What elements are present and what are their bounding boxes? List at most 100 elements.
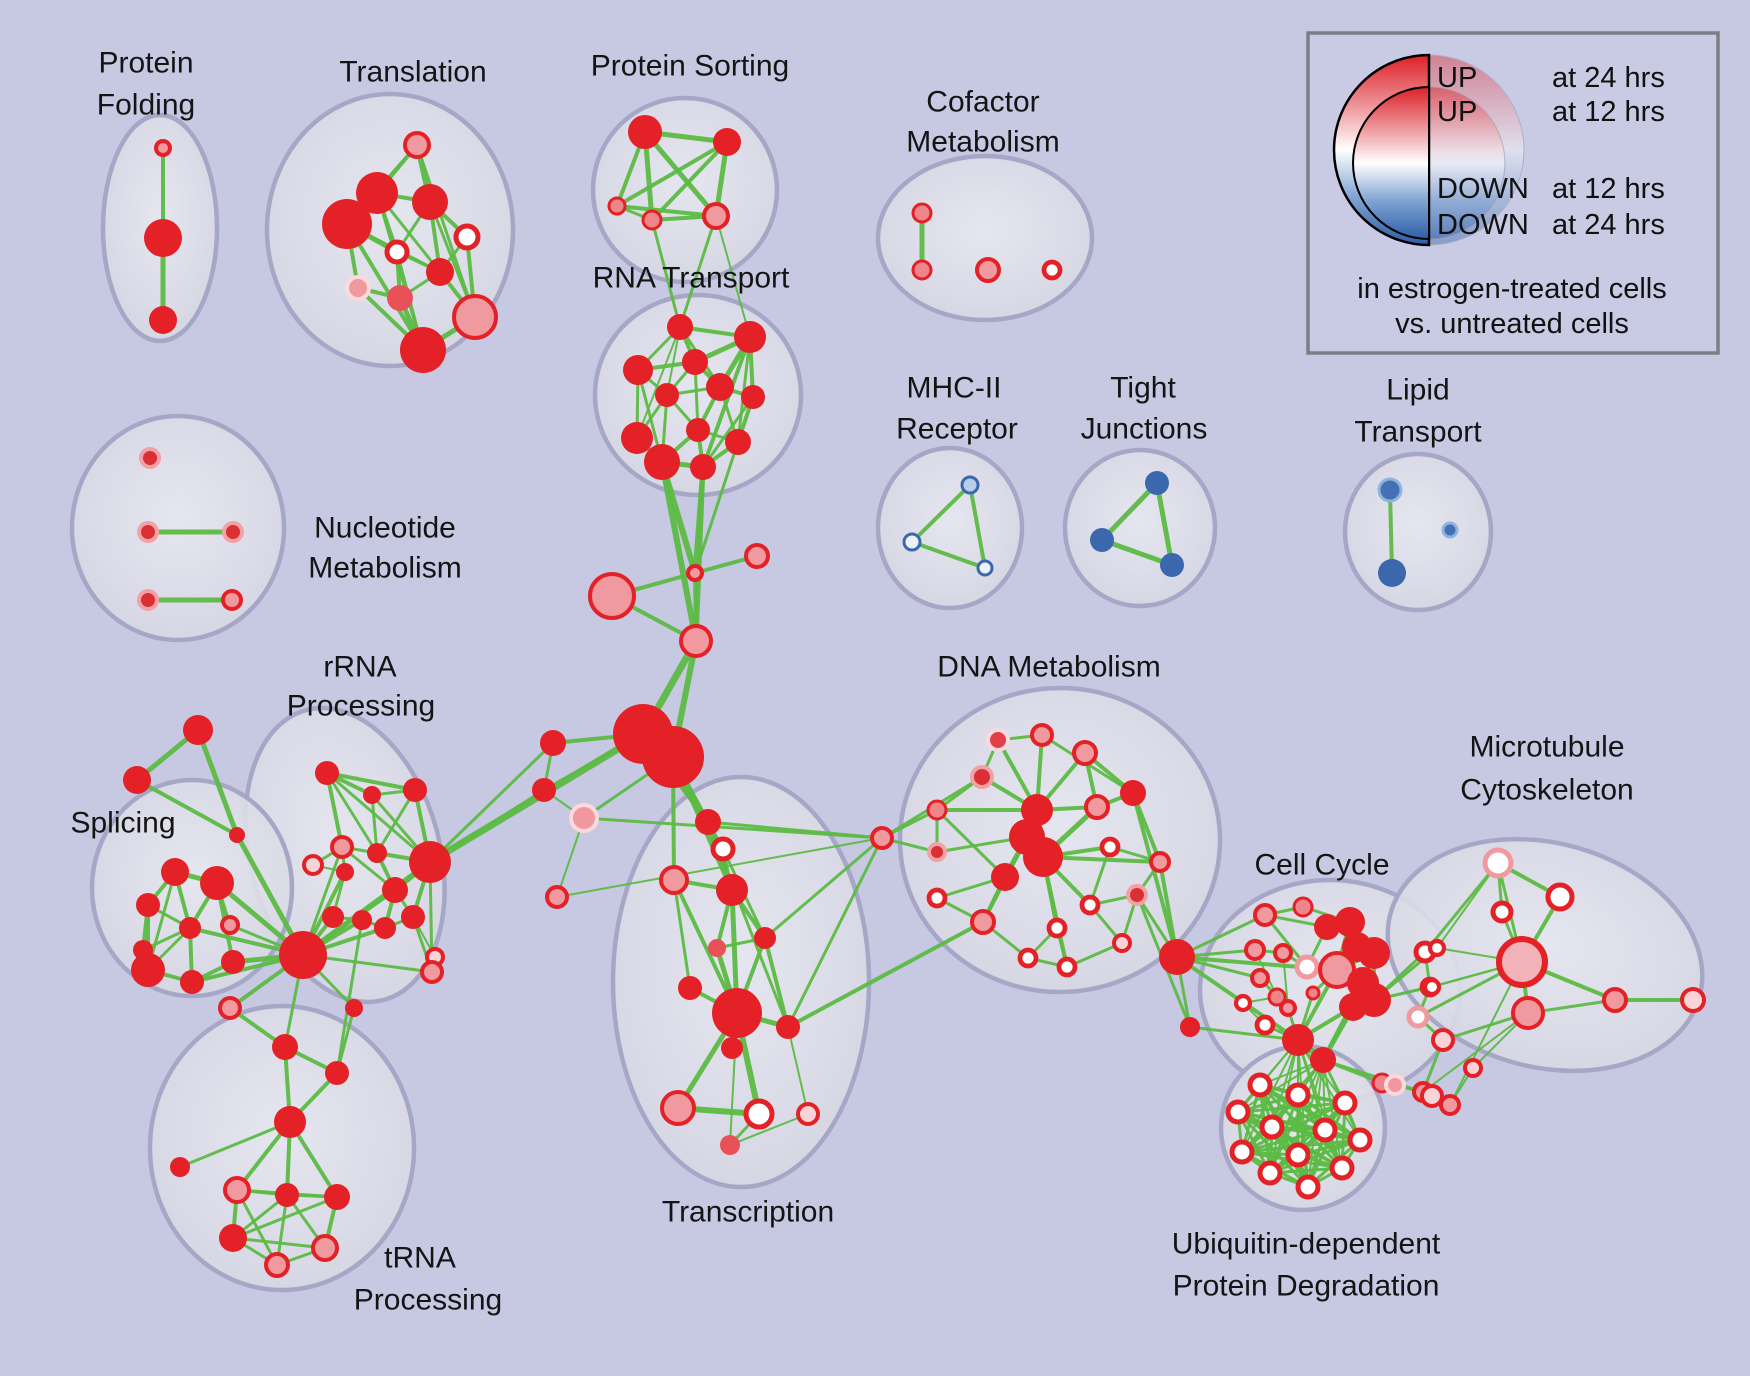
cluster-ellipse-protein-sorting: [590, 95, 780, 285]
legend-caption-line2: vs. untreated cells: [1395, 308, 1629, 340]
graph-node: [1279, 999, 1297, 1017]
graph-node: [1378, 559, 1406, 587]
graph-node: [970, 765, 994, 789]
graph-edge: [556, 837, 883, 898]
cluster-ellipse-tight-junctions: [1062, 447, 1218, 609]
graph-node: [384, 239, 410, 265]
graph-node: [741, 385, 765, 409]
graph-node: [621, 422, 653, 454]
cluster-ellipse-mhc-ii-receptor: [875, 445, 1025, 611]
graph-node: [382, 877, 408, 903]
graph-edge: [701, 395, 755, 469]
graph-node: [796, 1102, 820, 1126]
graph-node: [1090, 528, 1114, 552]
graph-node: [1295, 1174, 1321, 1200]
graph-node: [776, 1015, 800, 1039]
graph-edge: [1297, 1059, 1324, 1156]
cluster-label-microtubule-cytoskeleton-0: Microtubule: [1469, 731, 1624, 764]
graph-node: [352, 910, 372, 930]
cluster-label-mhc-ii-receptor-0: MHC-II: [907, 372, 1002, 405]
graph-node: [1335, 907, 1365, 937]
cluster-ellipse-cofactor-metabolism: [875, 153, 1095, 323]
graph-node: [330, 835, 354, 859]
cluster-label-trna-processing-1: Processing: [354, 1284, 502, 1317]
graph-node: [991, 863, 1019, 891]
graph-node: [387, 285, 413, 311]
graph-node: [315, 761, 339, 785]
graph-node: [223, 1176, 251, 1204]
graph-node: [911, 202, 933, 224]
graph-node: [220, 915, 240, 935]
graph-node: [902, 532, 922, 552]
graph-edge: [786, 920, 985, 1029]
graph-node: [1250, 968, 1270, 988]
graph-node: [1149, 851, 1171, 873]
graph-node: [1511, 996, 1545, 1030]
graph-edge: [910, 540, 987, 570]
cluster-label-dna-metabolism-0: DNA Metabolism: [937, 651, 1160, 684]
graph-edge: [325, 771, 417, 792]
cluster-label-rna-transport-0: RNA Transport: [593, 262, 790, 295]
graph-node: [403, 778, 427, 802]
graph-edge: [672, 878, 692, 990]
network-nodes: [123, 115, 1706, 1278]
graph-edge: [650, 218, 682, 329]
graph-node: [655, 383, 679, 407]
graph-node: [218, 996, 242, 1020]
graph-node: [686, 564, 704, 582]
graph-node: [221, 589, 243, 611]
graph-edge: [1269, 1039, 1299, 1174]
graph-node: [540, 730, 566, 756]
cluster-label-rrna-processing-1: Processing: [287, 690, 435, 723]
graph-node: [324, 1184, 350, 1210]
graph-edge: [763, 936, 790, 1029]
graph-node: [1431, 1028, 1455, 1052]
graph-node: [183, 715, 213, 745]
graph-node: [179, 917, 201, 939]
graph-node: [1329, 1155, 1355, 1181]
graph-node: [1056, 956, 1078, 978]
graph-edge: [1241, 1059, 1324, 1153]
graph-node: [1490, 900, 1514, 924]
graph-node: [545, 885, 569, 909]
graph-node: [1079, 894, 1101, 916]
cluster-label-lipid-transport-0: Lipid: [1386, 374, 1449, 407]
graph-node: [345, 275, 371, 301]
graph-node: [716, 874, 748, 906]
graph-node: [659, 865, 689, 895]
graph-node: [453, 223, 481, 251]
legend-box: UP UP DOWN DOWN at 24 hrs at 12 hrs at 1…: [1306, 31, 1720, 355]
legend-ring-12h-left-icon: [1352, 85, 1430, 241]
graph-edge: [231, 1195, 339, 1240]
graph-edge: [763, 836, 884, 940]
graph-node: [452, 294, 498, 340]
graph-node: [374, 917, 396, 939]
graph-node: [1285, 1082, 1311, 1108]
graph-edge: [787, 1026, 809, 1115]
graph-edge: [701, 335, 752, 469]
graph-node: [1254, 1014, 1276, 1036]
cluster-label-cofactor-metabolism-1: Metabolism: [906, 126, 1059, 159]
graph-edge: [910, 483, 972, 544]
graph-node: [409, 841, 451, 883]
cluster-label-trna-processing-0: tRNA: [384, 1242, 456, 1275]
graph-node: [1259, 1114, 1285, 1140]
graph-node: [870, 826, 894, 850]
graph-node: [679, 624, 713, 658]
graph-node: [1312, 1117, 1338, 1143]
graph-node: [264, 1252, 290, 1278]
cluster-labels: Protein Folding Translation Protein Sorting…: [70, 47, 1633, 1317]
cluster-label-splicing-0: Splicing: [70, 807, 175, 840]
graph-node: [911, 259, 933, 281]
legend-ring-12h-right-icon: [1428, 86, 1506, 240]
graph-node: [1292, 896, 1314, 918]
graph-node: [708, 939, 726, 957]
graph-node: [976, 559, 994, 577]
cluster-label-mhc-ii-receptor-1: Receptor: [896, 413, 1018, 446]
cluster-ellipse-transcription: [610, 774, 872, 1190]
graph-edge: [375, 788, 417, 855]
graph-node: [139, 447, 161, 469]
cluster-label-ubiquitin-dependent-protein-degradation-1: Protein Degradation: [1173, 1270, 1440, 1303]
graph-node: [1046, 917, 1068, 939]
